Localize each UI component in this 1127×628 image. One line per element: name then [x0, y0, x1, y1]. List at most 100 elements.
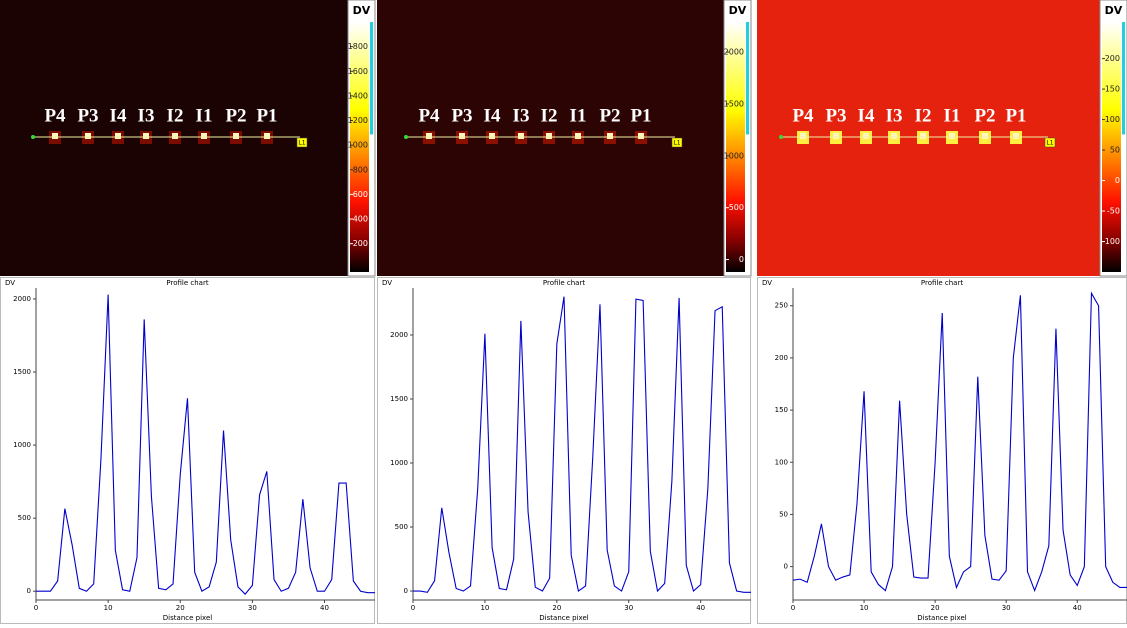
colorbar-tick-label: 2000 — [724, 48, 744, 57]
colorbar-tick-label: -100 — [1102, 237, 1120, 246]
chart-frame — [377, 277, 751, 624]
x-tick-label: 40 — [320, 604, 329, 612]
hot-spot-core — [85, 133, 91, 139]
marker-label: P1 — [630, 105, 651, 126]
hot-spot-core — [459, 133, 465, 139]
profile-line — [792, 291, 1127, 593]
hot-spot-core — [891, 133, 897, 139]
y-tick-label: 0 — [404, 587, 408, 595]
hot-spot-core — [800, 133, 806, 139]
colorbar-tick-label: 1000 — [724, 151, 744, 160]
colorbar-gradient — [1102, 22, 1121, 272]
y-tick-label: 2000 — [390, 331, 408, 339]
y-axis-title: DV — [762, 279, 772, 287]
hot-spot-core — [949, 133, 955, 139]
colorbar-range — [1122, 22, 1125, 135]
image-background — [757, 0, 1127, 276]
colorbar-tick-label: 0 — [1115, 176, 1120, 185]
x-tick-label: 0 — [791, 604, 795, 612]
x-axis-title: Distance pixel — [917, 614, 966, 622]
colorbar-tick-label: -50 — [1107, 207, 1120, 216]
x-tick-label: 30 — [624, 604, 633, 612]
line-start — [31, 135, 35, 139]
marker-label: P4 — [44, 105, 66, 126]
hot-spot-core — [1013, 133, 1019, 139]
line-start — [404, 135, 408, 139]
marker-label: I2 — [915, 105, 932, 126]
marker-label: I1 — [944, 105, 961, 126]
y-tick-label: 1500 — [390, 395, 408, 403]
hot-spot-core — [833, 133, 839, 139]
colorbar-tick-label: 100 — [1105, 115, 1120, 124]
y-tick-label: 1000 — [390, 459, 408, 467]
y-tick-label: 250 — [775, 302, 788, 310]
colorbar-tick-label: 1200 — [348, 116, 368, 125]
x-tick-label: 40 — [696, 604, 705, 612]
y-tick-label: 200 — [775, 354, 788, 362]
marker-label: P3 — [825, 105, 846, 126]
hot-spot-core — [638, 133, 644, 139]
y-tick-label: 500 — [18, 514, 31, 522]
image-background — [0, 0, 375, 276]
y-tick-label: 0 — [784, 563, 788, 571]
y-tick-label: 1000 — [13, 441, 31, 449]
colorbar-tick-label: 1500 — [724, 99, 744, 108]
marker-label: I3 — [138, 105, 155, 126]
image-background — [377, 0, 751, 276]
colorbar-title: DV — [729, 4, 747, 17]
line-tag-label: L1 — [298, 140, 305, 147]
x-tick-label: 0 — [34, 604, 38, 612]
line-start — [779, 135, 783, 139]
marker-label: I2 — [167, 105, 184, 126]
marker-label: I1 — [570, 105, 587, 126]
marker-label: P3 — [451, 105, 472, 126]
hot-spot-core — [143, 133, 149, 139]
y-axis-title: DV — [382, 279, 392, 287]
hot-spot-core — [546, 133, 552, 139]
colorbar-tick-label: 600 — [353, 190, 368, 199]
marker-label: P3 — [77, 105, 98, 126]
marker-label: I4 — [110, 105, 127, 126]
chart-title: Profile chart — [166, 279, 208, 287]
y-tick-label: 2000 — [13, 295, 31, 303]
hot-spot-core — [863, 133, 869, 139]
x-tick-label: 20 — [552, 604, 561, 612]
x-tick-label: 10 — [860, 604, 869, 612]
marker-label: I4 — [858, 105, 875, 126]
x-axis-title: Distance pixel — [539, 614, 588, 622]
x-tick-label: 10 — [480, 604, 489, 612]
chart-title: Profile chart — [921, 279, 963, 287]
hot-spot-core — [920, 133, 926, 139]
line-tag-label: L1 — [1046, 140, 1053, 147]
y-tick-label: 100 — [775, 458, 788, 466]
chart-title: Profile chart — [543, 279, 585, 287]
x-tick-label: 30 — [248, 604, 257, 612]
colorbar-tick-label: 200 — [353, 239, 368, 248]
x-tick-label: 10 — [104, 604, 113, 612]
marker-label: P4 — [418, 105, 440, 126]
marker-label: P2 — [225, 105, 246, 126]
colorbar-tick-label: 1600 — [348, 67, 368, 76]
x-axis-title: Distance pixel — [163, 614, 212, 622]
marker-label: I2 — [541, 105, 558, 126]
y-tick-label: 500 — [395, 523, 408, 531]
y-tick-label: 150 — [775, 406, 788, 414]
hot-spot-core — [426, 133, 432, 139]
marker-label: I3 — [513, 105, 530, 126]
hot-spot-core — [264, 133, 270, 139]
marker-label: I4 — [484, 105, 501, 126]
hot-spot-core — [575, 133, 581, 139]
y-tick-label: 1500 — [13, 368, 31, 376]
colorbar-range — [370, 22, 373, 135]
y-tick-label: 0 — [27, 587, 31, 595]
colorbar-tick-label: 150 — [1105, 85, 1120, 94]
marker-label: P1 — [1005, 105, 1026, 126]
chart-frame — [0, 277, 375, 624]
x-tick-label: 20 — [931, 604, 940, 612]
marker-label: P4 — [792, 105, 814, 126]
profile-line — [36, 294, 375, 595]
line-tag — [1044, 137, 1056, 148]
colorbar-gradient — [726, 22, 745, 272]
colorbar-tick-label: 800 — [353, 165, 368, 174]
